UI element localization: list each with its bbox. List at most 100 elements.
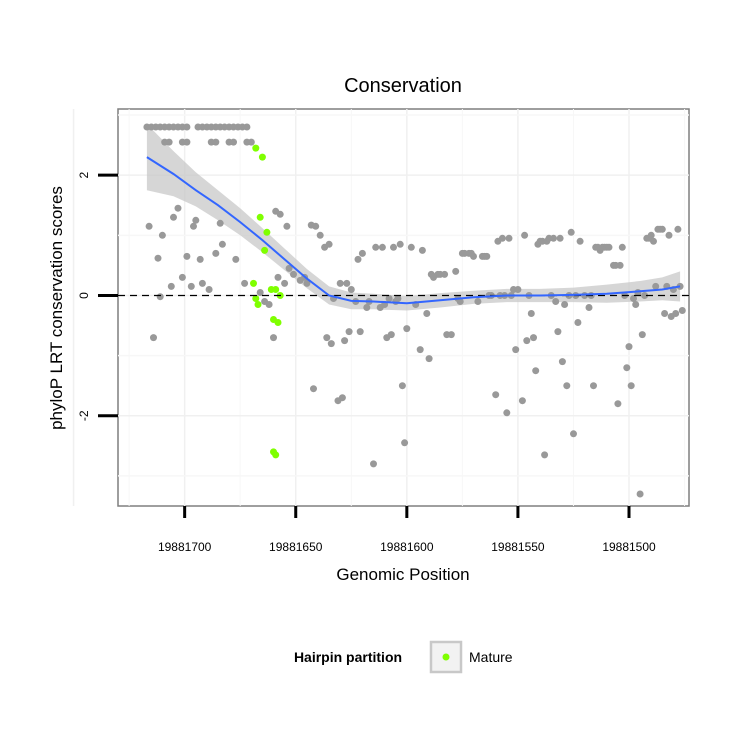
- point-other: [336, 279, 344, 287]
- point-other: [247, 138, 255, 146]
- point-other: [387, 331, 395, 339]
- point-other: [212, 138, 220, 146]
- point-other: [363, 304, 371, 311]
- point-mature: [261, 246, 269, 254]
- point-other: [183, 138, 191, 146]
- point-other: [514, 286, 522, 293]
- point-other: [556, 234, 564, 242]
- point-other: [505, 234, 513, 242]
- point-other: [378, 243, 386, 251]
- y-tick-label: 2: [77, 172, 91, 179]
- point-mature: [250, 279, 257, 287]
- point-other: [356, 328, 364, 336]
- point-other: [345, 328, 353, 336]
- x-tick-label: 19881600: [380, 540, 434, 554]
- point-other: [456, 298, 464, 305]
- point-other: [265, 301, 273, 308]
- point-other: [196, 255, 204, 263]
- point-mature: [256, 213, 264, 221]
- point-other: [527, 310, 535, 317]
- point-other: [396, 240, 404, 248]
- point-other: [423, 310, 431, 317]
- x-axis-label: Genomic Position: [336, 565, 469, 584]
- point-other: [447, 331, 455, 339]
- point-other: [618, 243, 626, 251]
- point-other: [232, 255, 240, 263]
- point-other: [561, 301, 569, 308]
- point-other: [512, 346, 520, 354]
- point-other: [441, 270, 449, 278]
- points-mature: [250, 144, 284, 459]
- point-other: [585, 304, 593, 311]
- point-other: [452, 267, 460, 275]
- point-other: [312, 222, 320, 230]
- point-other: [154, 254, 162, 262]
- point-other: [183, 252, 191, 260]
- point-other: [678, 307, 686, 314]
- point-other: [625, 343, 633, 351]
- point-other: [605, 243, 613, 251]
- point-other: [401, 439, 409, 447]
- x-tick-label: 19881700: [158, 540, 212, 554]
- point-mature: [272, 451, 280, 459]
- point-other: [416, 346, 424, 354]
- point-other: [627, 382, 635, 390]
- point-other: [310, 385, 317, 393]
- point-other: [425, 355, 433, 363]
- point-other: [554, 328, 562, 336]
- point-mature: [272, 286, 280, 293]
- x-tick-label: 19881550: [491, 540, 545, 554]
- point-mature: [258, 153, 266, 161]
- point-other: [285, 264, 293, 272]
- point-other: [270, 334, 277, 342]
- point-other: [641, 292, 649, 299]
- point-other: [178, 273, 186, 281]
- point-other: [243, 123, 251, 131]
- point-other: [158, 231, 166, 239]
- point-other: [276, 210, 284, 218]
- legend-swatch-mature: [442, 653, 450, 661]
- point-other: [614, 400, 622, 408]
- point-other: [418, 246, 426, 254]
- point-other: [590, 382, 597, 390]
- point-other: [290, 270, 297, 278]
- point-other: [198, 279, 206, 287]
- smooth-trend-line: [146, 156, 681, 305]
- point-other: [145, 222, 153, 230]
- point-other: [327, 340, 335, 348]
- point-other: [665, 231, 673, 239]
- legend-key-mature: [429, 640, 463, 674]
- point-other: [358, 249, 366, 257]
- legend: Hairpin partition Mature: [294, 640, 513, 674]
- point-other: [474, 298, 482, 305]
- point-other: [241, 279, 249, 287]
- point-other: [372, 243, 380, 251]
- point-other: [541, 451, 549, 459]
- point-other: [190, 222, 197, 230]
- point-other: [532, 367, 540, 375]
- point-mature: [252, 144, 260, 152]
- point-other: [216, 219, 224, 227]
- point-other: [567, 228, 575, 236]
- point-mature: [274, 319, 282, 326]
- point-other: [192, 216, 200, 224]
- point-other: [167, 282, 175, 290]
- point-other: [316, 231, 324, 239]
- point-other: [672, 310, 680, 317]
- point-other: [470, 252, 477, 260]
- point-other: [174, 204, 182, 212]
- point-mature: [254, 301, 262, 308]
- point-other: [658, 225, 666, 233]
- point-other: [674, 225, 682, 233]
- point-other: [218, 240, 226, 248]
- chart-title: Conservation: [344, 75, 462, 97]
- point-other: [576, 237, 584, 245]
- point-other: [563, 382, 571, 390]
- point-other: [170, 213, 177, 221]
- point-other: [183, 123, 191, 131]
- point-other: [483, 252, 491, 260]
- point-other: [283, 222, 291, 230]
- legend-label-mature: Mature: [469, 649, 513, 665]
- point-other: [370, 460, 377, 468]
